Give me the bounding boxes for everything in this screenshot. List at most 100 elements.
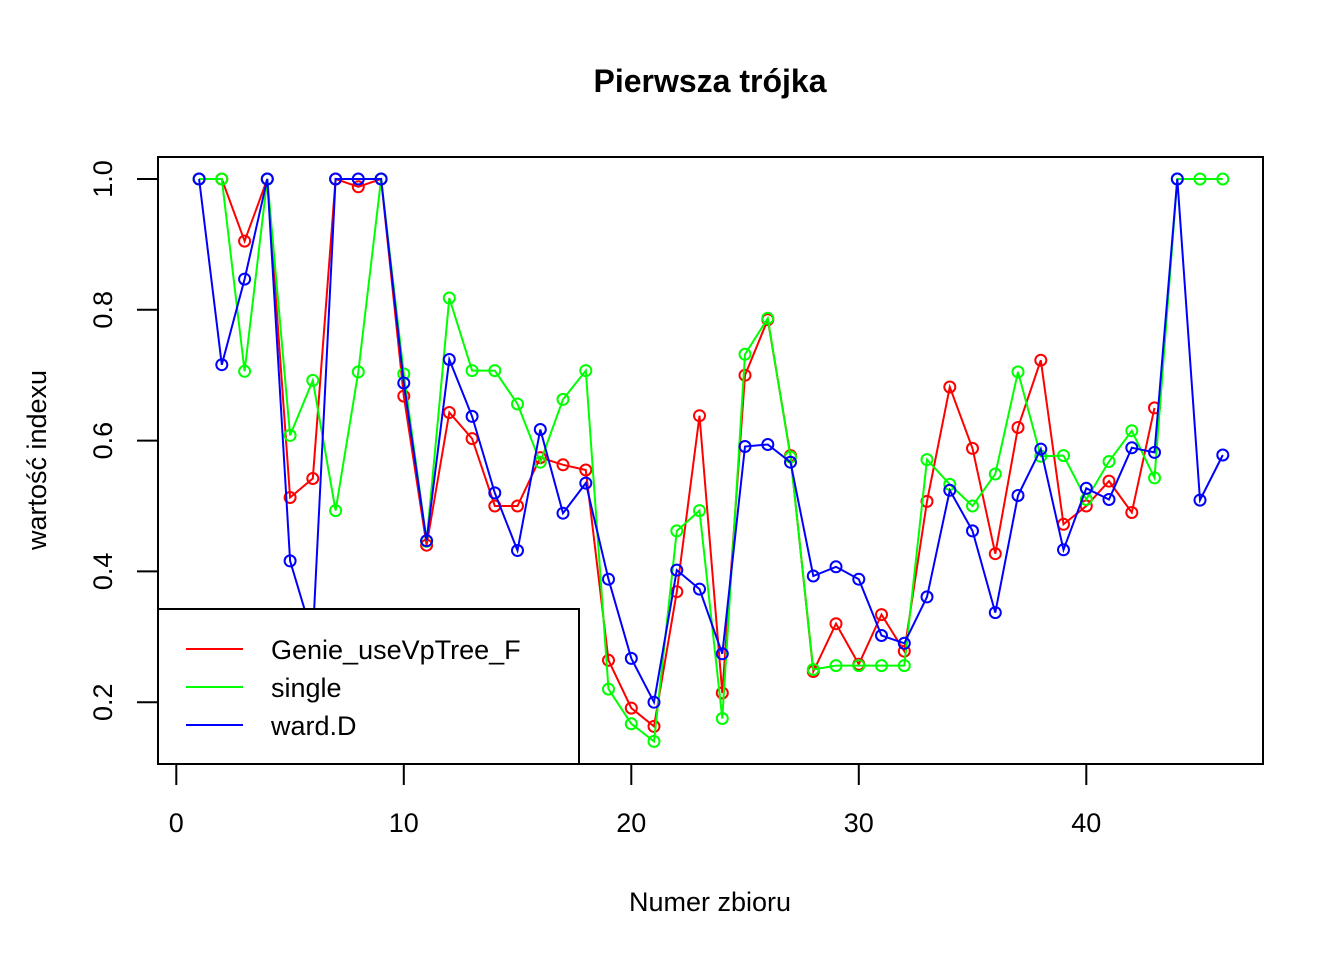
- data-point: [579, 463, 593, 477]
- data-point: [329, 172, 343, 186]
- data-point: [1102, 455, 1116, 468]
- data-point: [806, 663, 820, 676]
- data-point: [602, 682, 615, 696]
- data-point: [579, 476, 593, 490]
- data-point: [465, 432, 479, 446]
- data-point: [693, 582, 706, 596]
- data-point: [875, 608, 888, 622]
- data-point: [556, 458, 570, 472]
- legend-label: single: [271, 673, 342, 703]
- data-point: [738, 440, 752, 453]
- data-point: [420, 534, 434, 548]
- data-point: [1216, 448, 1230, 462]
- data-point: [988, 467, 1002, 481]
- data-point: [784, 455, 797, 469]
- y-tick-label: 0.2: [88, 683, 118, 721]
- data-point: [715, 686, 729, 700]
- data-point: [647, 719, 661, 733]
- data-point: [465, 409, 479, 423]
- data-point: [1057, 449, 1070, 463]
- data-point: [374, 172, 388, 186]
- data-point: [351, 180, 365, 194]
- x-tick-label: 40: [1071, 808, 1101, 838]
- data-point: [238, 272, 252, 286]
- data-point: [966, 441, 979, 455]
- data-point: [442, 353, 456, 366]
- data-point: [966, 524, 979, 538]
- data-point: [306, 373, 320, 387]
- data-point: [556, 392, 570, 406]
- data-point: [283, 428, 297, 442]
- series-line: [198, 178, 1224, 706]
- data-point: [1102, 474, 1116, 488]
- data-point: [329, 504, 343, 518]
- y-tick-label: 0.6: [88, 422, 118, 460]
- data-point: [511, 544, 524, 557]
- data-point: [260, 172, 274, 186]
- data-point: [715, 647, 729, 661]
- data-point: [215, 358, 229, 372]
- data-point: [670, 585, 684, 599]
- x-tick-label: 0: [169, 808, 184, 838]
- data-point: [1011, 365, 1025, 379]
- y-tick-label: 1.0: [88, 160, 118, 198]
- data-point: [1125, 441, 1139, 455]
- data-point: [693, 504, 706, 518]
- y-tick-label: 0.8: [88, 291, 118, 329]
- data-point: [1011, 489, 1025, 502]
- series-line: [199, 178, 1223, 744]
- data-point: [442, 406, 456, 419]
- data-point: [647, 734, 661, 748]
- data-point: [624, 717, 638, 731]
- data-point: [1125, 424, 1139, 438]
- data-point: [647, 695, 661, 709]
- data-point: [738, 347, 752, 361]
- data-point: [465, 364, 479, 378]
- data-point: [897, 636, 911, 650]
- data-point: [1011, 421, 1025, 434]
- x-tick-label: 30: [844, 808, 874, 838]
- data-point: [966, 499, 979, 513]
- data-point: [715, 712, 729, 725]
- data-point: [442, 291, 456, 305]
- data-point: [192, 172, 206, 186]
- data-point: [829, 560, 843, 574]
- data-point: [1148, 445, 1161, 459]
- data-point: [602, 653, 615, 667]
- x-axis-label: Numer zbioru: [629, 887, 791, 917]
- data-point: [829, 617, 843, 631]
- data-point: [852, 659, 866, 673]
- y-axis-label: wartość indexu: [22, 370, 52, 551]
- x-tick-label: 20: [616, 808, 646, 838]
- data-point: [1034, 442, 1048, 456]
- data-point: [238, 364, 252, 378]
- data-point: [215, 172, 229, 186]
- data-point: [1193, 493, 1207, 507]
- data-point: [1102, 493, 1116, 506]
- data-point: [397, 376, 411, 390]
- data-point: [670, 524, 684, 538]
- x-axis: 0 10 20 30 40: [169, 763, 1101, 838]
- data-point: [533, 423, 547, 436]
- data-point: [1170, 172, 1184, 186]
- data-point: [988, 606, 1002, 620]
- y-axis: 0.2 0.4 0.6 0.8 1.0: [88, 160, 159, 721]
- chart-title: Pierwsza trójka: [594, 63, 827, 99]
- data-point: [306, 472, 320, 485]
- data-point: [1148, 471, 1161, 485]
- data-point: [511, 499, 524, 513]
- data-point: [624, 651, 638, 665]
- data-point: [943, 380, 957, 394]
- data-point: [283, 554, 297, 568]
- data-point: [920, 453, 934, 467]
- data-point: [488, 364, 502, 378]
- data-point: [1193, 172, 1207, 186]
- data-point: [988, 547, 1002, 561]
- data-point: [556, 506, 570, 520]
- data-point: [761, 311, 775, 325]
- data-point: [511, 397, 524, 411]
- data-point: [351, 365, 365, 379]
- y-tick-label: 0.4: [88, 553, 118, 591]
